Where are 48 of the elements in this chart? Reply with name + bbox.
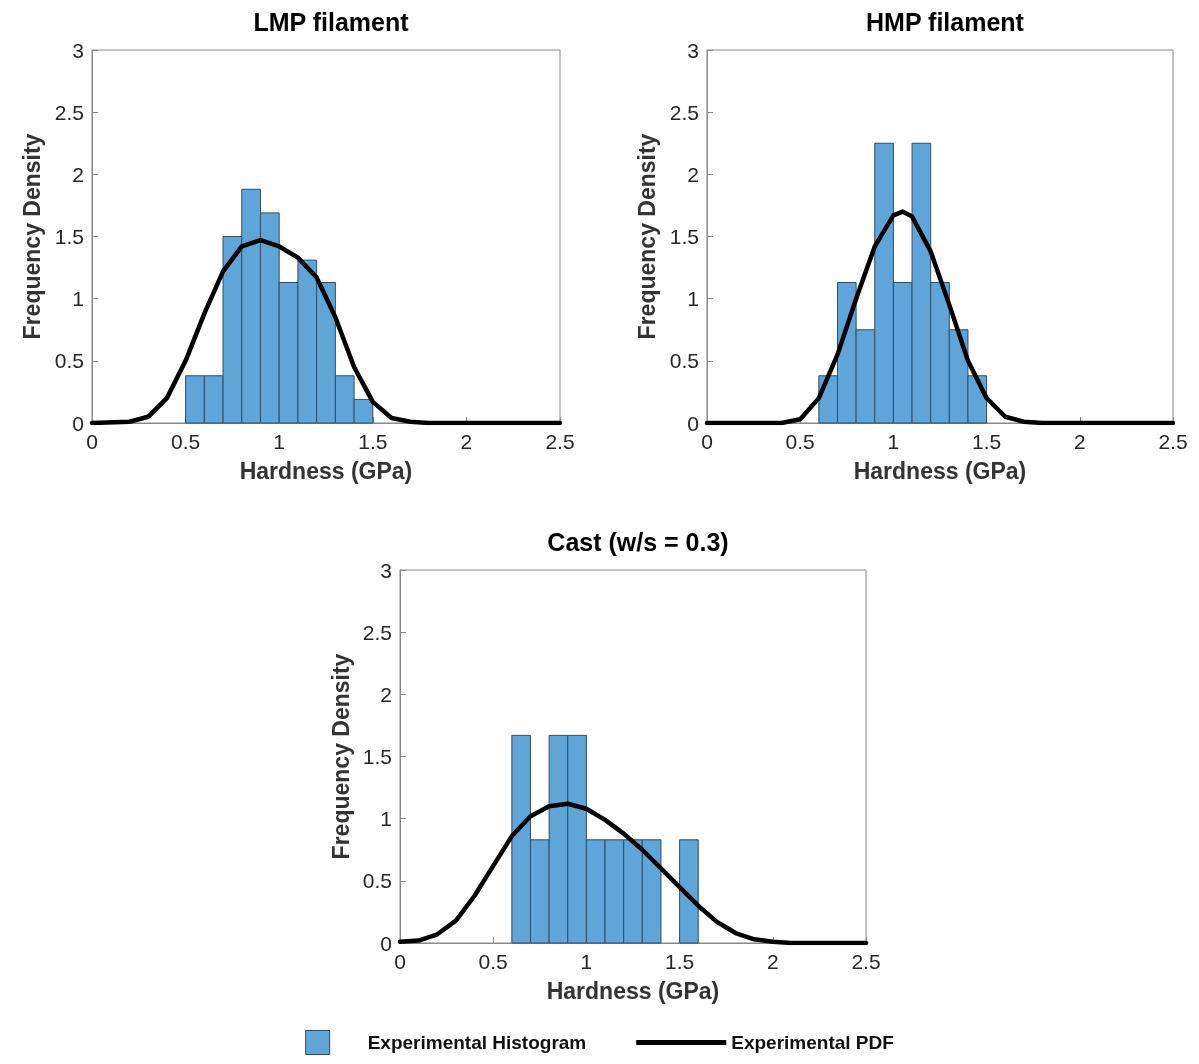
y-axis-title: Frequency Density [327, 653, 354, 860]
x-tick-label: 1 [580, 950, 593, 973]
y-tick-label: 3 [72, 38, 84, 62]
x-axis-title: Hardness (GPa) [546, 977, 720, 1004]
y-tick-label: 1 [72, 287, 84, 311]
y-tick-label: 0 [380, 931, 392, 955]
y-tick-label: 0.5 [362, 869, 392, 893]
y-axis-title: Frequency Density [19, 133, 46, 340]
y-tick-label: 2.5 [362, 620, 392, 644]
x-tick-label: 2 [460, 430, 473, 453]
y-tick-label: 3 [687, 38, 699, 62]
y-tick-label: 1.5 [362, 745, 392, 768]
x-tick-label: 0.5 [478, 950, 508, 973]
y-tick-label: 0 [72, 411, 84, 435]
y-tick-label: 2.5 [54, 100, 84, 124]
x-tick-label: 0 [86, 430, 98, 453]
y-tick-label: 0.5 [669, 349, 699, 373]
x-tick-label: 1.5 [972, 430, 1002, 453]
x-tick-label: 2 [1073, 430, 1086, 453]
x-tick-label: 2 [766, 950, 779, 973]
x-axis-title: Hardness (GPa) [239, 457, 413, 484]
x-tick-label: 1 [887, 430, 900, 453]
y-tick-label: 3 [380, 558, 392, 582]
y-axis-title: Frequency Density [634, 133, 661, 340]
chart-title: Cast (w/s = 0.3) [547, 527, 729, 556]
y-tick-label: 1 [687, 287, 699, 311]
y-tick-label: 1.5 [669, 225, 699, 248]
legend-label: Experimental Histogram [367, 1032, 587, 1053]
x-tick-label: 0 [394, 950, 406, 973]
y-tick-label: 2 [687, 162, 699, 186]
x-tick-label: 0.5 [785, 430, 815, 453]
x-tick-label: 2.5 [1158, 430, 1188, 453]
chart-title: LMP filament [253, 7, 410, 36]
x-tick-label: 0.5 [171, 430, 201, 453]
y-tick-label: 1.5 [54, 225, 84, 248]
y-tick-label: 2 [72, 162, 84, 186]
y-tick-label: 0 [687, 411, 699, 435]
y-tick-label: 2.5 [669, 100, 699, 124]
y-tick-label: 2 [380, 682, 392, 706]
x-tick-label: 0 [701, 430, 713, 453]
x-axis-title: Hardness (GPa) [853, 457, 1027, 484]
x-tick-label: 2.5 [851, 950, 881, 973]
y-tick-label: 0.5 [54, 349, 84, 373]
chart-title: HMP filament [866, 7, 1025, 36]
x-tick-label: 2.5 [545, 430, 575, 453]
x-tick-label: 1 [273, 430, 286, 453]
legend-label: Experimental PDF [731, 1032, 894, 1053]
y-tick-label: 1 [380, 807, 392, 831]
